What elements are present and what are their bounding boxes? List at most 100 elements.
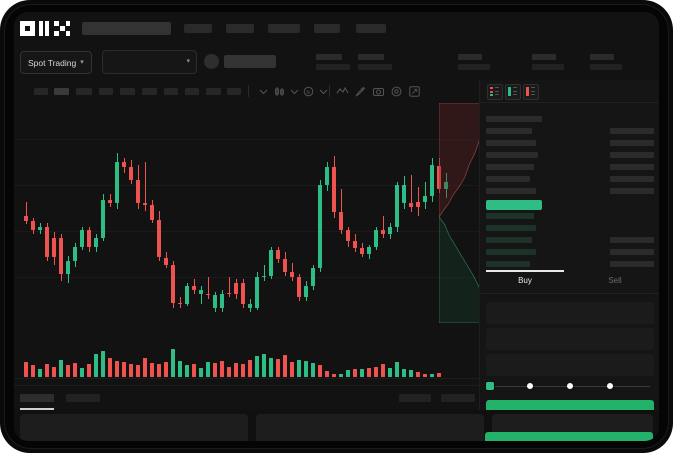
order-form-field-2[interactable] bbox=[486, 328, 654, 350]
nav-item-3[interactable] bbox=[268, 24, 300, 33]
orderbook-ask-row[interactable] bbox=[486, 188, 536, 194]
slider-handle[interactable] bbox=[486, 382, 494, 390]
order-form-field-3[interactable] bbox=[486, 354, 654, 376]
candle-body bbox=[220, 293, 225, 308]
candlestick bbox=[94, 234, 99, 253]
timeframe-1m[interactable] bbox=[34, 88, 48, 95]
nav-item-5[interactable] bbox=[356, 24, 386, 33]
nav-item-1[interactable] bbox=[184, 24, 212, 33]
candle-body bbox=[129, 167, 134, 180]
timeframe-1M[interactable] bbox=[185, 88, 199, 95]
volume-bar bbox=[199, 367, 204, 377]
candlestick-chart-icon[interactable] bbox=[273, 85, 286, 98]
orderbook-bid-row[interactable] bbox=[486, 261, 530, 267]
slider-stop-75[interactable] bbox=[607, 383, 613, 389]
tab-order-history[interactable] bbox=[66, 394, 100, 402]
candle-body bbox=[374, 230, 379, 247]
orderbook-view-bids-icon[interactable] bbox=[505, 84, 521, 100]
order-form-field-1[interactable] bbox=[486, 302, 654, 324]
volume-bar bbox=[381, 364, 386, 377]
candle-body bbox=[199, 289, 204, 294]
bottom-action-2[interactable] bbox=[441, 394, 475, 402]
chevron-down-icon[interactable] bbox=[257, 85, 270, 98]
volume-bar bbox=[101, 350, 106, 377]
bottom-buy-button[interactable] bbox=[485, 432, 653, 441]
orderbook-bid-row[interactable] bbox=[486, 213, 534, 219]
candlestick bbox=[325, 161, 330, 191]
timeframe-extra[interactable] bbox=[227, 88, 241, 95]
candle-body bbox=[423, 196, 428, 202]
search-input[interactable] bbox=[82, 22, 171, 35]
candlestick bbox=[248, 298, 253, 312]
orderbook-ask-row[interactable] bbox=[486, 140, 536, 146]
drawing-tools-icon[interactable] bbox=[354, 85, 367, 98]
orderbook-ask-row[interactable] bbox=[486, 176, 530, 182]
candlestick-chart[interactable] bbox=[14, 103, 479, 323]
snapshot-camera-icon[interactable] bbox=[372, 85, 385, 98]
tab-open-orders[interactable] bbox=[20, 394, 54, 402]
orderbook-ask-row[interactable] bbox=[486, 128, 532, 134]
candle-body bbox=[269, 250, 274, 276]
okx-logo[interactable] bbox=[20, 21, 71, 36]
timeframe-15m[interactable] bbox=[76, 88, 92, 95]
candlestick bbox=[416, 187, 421, 216]
bottom-card-1[interactable] bbox=[20, 414, 248, 441]
tab-buy[interactable]: Buy bbox=[518, 276, 532, 285]
volume-histogram bbox=[14, 327, 479, 377]
candle-body bbox=[227, 292, 232, 294]
tab-sell[interactable]: Sell bbox=[608, 276, 622, 285]
chevron-down-icon[interactable] bbox=[317, 85, 330, 98]
orderbook-bid-row[interactable] bbox=[486, 225, 536, 231]
bottom-action-1[interactable] bbox=[399, 394, 431, 402]
orderbook-bid-row[interactable] bbox=[486, 237, 532, 243]
volume-bar bbox=[192, 364, 197, 377]
bottom-card-2[interactable] bbox=[256, 414, 484, 441]
candle-body bbox=[241, 282, 246, 305]
top-navigation-bar bbox=[14, 12, 659, 44]
volume-bar bbox=[255, 356, 260, 377]
volume-bar bbox=[87, 364, 92, 377]
orderbook-ask-row-size bbox=[610, 152, 654, 158]
timeframe-1h[interactable] bbox=[99, 88, 113, 95]
volume-bar bbox=[206, 362, 211, 377]
volume-bar bbox=[122, 362, 127, 377]
candlestick bbox=[129, 160, 134, 184]
slider-stop-50[interactable] bbox=[567, 383, 573, 389]
timeframe-1w[interactable] bbox=[164, 88, 178, 95]
orderbook-view-asks-icon[interactable] bbox=[523, 84, 539, 100]
timeframe-5m[interactable] bbox=[54, 88, 69, 95]
candle-body bbox=[283, 259, 288, 272]
buy-sell-tabs[interactable]: Buy Sell bbox=[480, 270, 659, 294]
volume-bar bbox=[178, 361, 183, 377]
nav-item-2[interactable] bbox=[226, 24, 254, 33]
orderbook-ask-row[interactable] bbox=[486, 116, 542, 122]
volume-bar bbox=[430, 373, 435, 377]
orders-tab-bar bbox=[14, 385, 479, 411]
candlestick bbox=[311, 264, 316, 290]
fullscreen-icon[interactable] bbox=[408, 85, 421, 98]
candlestick bbox=[388, 223, 393, 240]
nav-item-4[interactable] bbox=[314, 24, 340, 33]
volume-bar bbox=[31, 365, 36, 377]
spot-trading-button[interactable]: Spot Trading ▾ bbox=[20, 51, 92, 74]
chevron-down-icon[interactable] bbox=[288, 85, 301, 98]
slider-stop-25[interactable] bbox=[527, 383, 533, 389]
timeframe-1d[interactable] bbox=[142, 88, 157, 95]
candle-body bbox=[171, 264, 176, 303]
candle-body bbox=[122, 161, 127, 168]
timeframe-4h[interactable] bbox=[120, 88, 135, 95]
line-chart-icon[interactable] bbox=[336, 85, 349, 98]
timeframe-more[interactable] bbox=[206, 88, 221, 95]
orderbook-view-both-icon[interactable] bbox=[487, 84, 503, 100]
volume-bar bbox=[374, 366, 379, 377]
orderbook-ask-row[interactable] bbox=[486, 164, 534, 170]
candlestick bbox=[402, 176, 407, 209]
indicators-icon[interactable]: fx bbox=[302, 85, 315, 98]
amount-percent-slider[interactable] bbox=[486, 381, 654, 391]
orderbook-ask-row[interactable] bbox=[486, 152, 538, 158]
volume-bar bbox=[115, 361, 120, 377]
trading-pair-select[interactable]: ▾ bbox=[102, 50, 197, 74]
chart-settings-gear-icon[interactable] bbox=[390, 85, 403, 98]
candlestick bbox=[374, 226, 379, 251]
orderbook-bid-row[interactable] bbox=[486, 249, 536, 255]
